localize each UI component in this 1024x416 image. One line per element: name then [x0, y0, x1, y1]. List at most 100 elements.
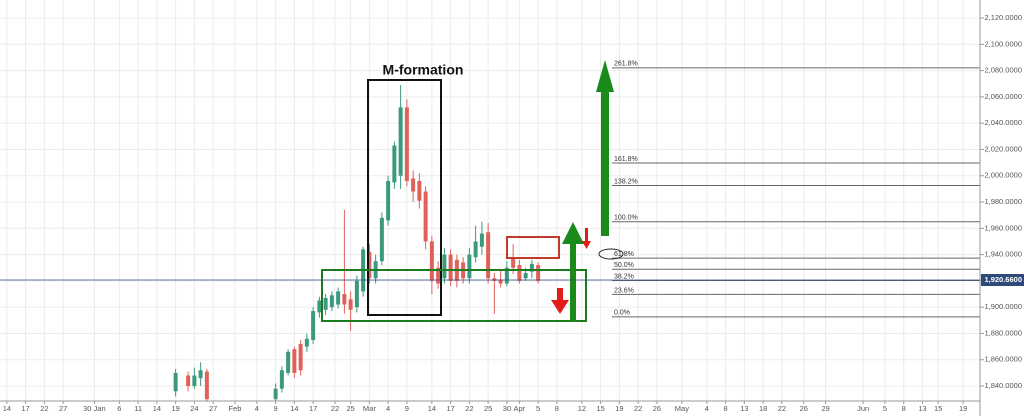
candle-body — [192, 375, 197, 387]
x-tick-label: 12 — [578, 404, 586, 413]
x-tick-label: 17 — [21, 404, 29, 413]
x-tick-label: 5 — [883, 404, 887, 413]
x-tick-label: 30 — [503, 404, 511, 413]
x-tick-label: 8 — [724, 404, 728, 413]
candle-body — [536, 265, 541, 281]
x-tick-label: Feb — [229, 404, 242, 413]
candle-body — [348, 299, 353, 310]
x-tick-label: 22 — [40, 404, 48, 413]
x-tick-label: May — [675, 404, 689, 413]
x-tick-label: 27 — [59, 404, 67, 413]
y-tick-label: 2,080.0000 — [984, 66, 1022, 75]
x-tick-label: Mar — [363, 404, 376, 413]
x-tick-label: 11 — [134, 404, 142, 413]
y-tick-label: 1,960.0000 — [984, 223, 1022, 232]
candle-body — [467, 254, 472, 279]
y-tick-label: 1,900.0000 — [984, 302, 1022, 311]
candle-body — [186, 375, 191, 387]
fib-label: 50.0% — [614, 262, 634, 269]
x-tick-label: 8 — [555, 404, 559, 413]
candle-body — [323, 297, 328, 310]
candle-body — [523, 272, 528, 279]
candle-body — [367, 251, 372, 279]
candle-body — [273, 388, 278, 400]
fib-label: 100.0% — [614, 215, 638, 222]
y-tick-label: 1,980.0000 — [984, 197, 1022, 206]
fib-label: 161.8% — [614, 156, 638, 163]
y-tick-label: 2,120.0000 — [984, 13, 1022, 22]
candle-body — [417, 180, 422, 201]
candle-body — [517, 265, 522, 281]
candle-body — [404, 107, 409, 181]
y-tick-label: 2,060.0000 — [984, 92, 1022, 101]
y-tick-label: 2,040.0000 — [984, 118, 1022, 127]
candle-body — [198, 370, 203, 379]
x-tick-label: Apr — [514, 404, 526, 413]
x-tick-label: Jun — [857, 404, 869, 413]
candle-body — [379, 217, 384, 262]
x-tick-label: 9 — [405, 404, 409, 413]
candle-body — [448, 254, 453, 281]
y-tick-label: 2,000.0000 — [984, 171, 1022, 180]
candle-body — [336, 291, 341, 305]
candle-body — [311, 311, 316, 341]
grid — [0, 0, 980, 401]
y-tick-label: 1,860.0000 — [984, 355, 1022, 364]
x-tick-label: 26 — [800, 404, 808, 413]
candle-body — [398, 107, 403, 176]
candle-body — [486, 232, 491, 279]
y-tick-label: 1,940.0000 — [984, 250, 1022, 259]
up-arrow — [562, 222, 584, 322]
candle-body — [304, 338, 309, 347]
candle-body — [429, 241, 434, 281]
x-tick-label: 19 — [959, 404, 967, 413]
x-tick-label: 4 — [386, 404, 390, 413]
x-tick-label: 19 — [615, 404, 623, 413]
annotation-text: M-formation — [383, 62, 464, 78]
candle-body — [329, 295, 334, 308]
x-tick-label: 6 — [117, 404, 121, 413]
y-tick-label: 1,880.0000 — [984, 328, 1022, 337]
candle-body — [286, 351, 291, 373]
fib-label: 38.2% — [614, 273, 634, 280]
candle-body — [292, 349, 297, 373]
last-price-box — [981, 274, 1024, 287]
support-box — [321, 269, 587, 322]
candle-body — [173, 372, 178, 392]
candle-body — [511, 257, 516, 268]
m-formation-box — [367, 79, 442, 316]
fibonacci-levels: 261.8% 161.8% 138.2% 100.0% 61.8% 50.0% 38.2% 2… — [612, 61, 980, 318]
x-tick-label: 15 — [934, 404, 942, 413]
candle-body — [498, 279, 503, 284]
x-tick-label: 22 — [465, 404, 473, 413]
candle-body — [342, 294, 347, 305]
x-tick-label: 14 — [428, 404, 436, 413]
candle-body — [411, 178, 416, 192]
x-tick-label: 30 Jan — [83, 404, 106, 413]
candles — [173, 85, 541, 402]
x-tick-label: 4 — [705, 404, 709, 413]
candle-body — [386, 180, 391, 221]
candle-body — [492, 278, 497, 281]
x-tick-label: 8 — [902, 404, 906, 413]
y-tick-label: 2,020.0000 — [984, 144, 1022, 153]
x-tick-label: 22 — [778, 404, 786, 413]
x-tick-label: 17 — [446, 404, 454, 413]
x-tick-label: 5 — [536, 404, 540, 413]
candle-body — [317, 300, 322, 313]
candle-body — [529, 263, 534, 272]
x-tick-label: 27 — [209, 404, 217, 413]
x-tick-label: 14 — [290, 404, 298, 413]
candle-body — [504, 267, 509, 284]
fib-label: 0.0% — [614, 310, 630, 317]
small-down-arrow — [582, 228, 591, 249]
highlight-ellipse — [598, 248, 624, 260]
target-arrow — [596, 60, 614, 236]
x-tick-label: 24 — [190, 404, 198, 413]
fib-label: 23.6% — [614, 287, 634, 294]
x-tick-label: 13 — [740, 404, 748, 413]
candle-body — [354, 280, 359, 308]
candle-body — [204, 371, 209, 400]
